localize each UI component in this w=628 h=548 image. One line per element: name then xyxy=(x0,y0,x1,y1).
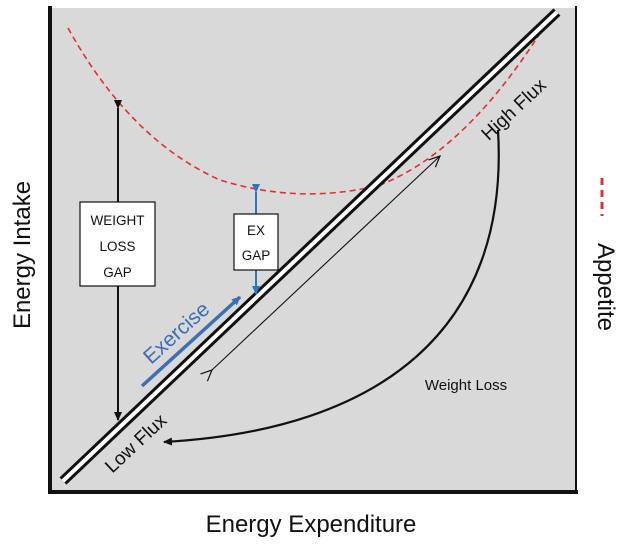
appetite-legend-label: Appetite xyxy=(592,243,619,331)
weight-loss-gap-box xyxy=(79,201,156,287)
weight-loss-gap-line-2: LOSS xyxy=(99,239,135,254)
exercise-arrow xyxy=(140,295,242,388)
x-axis-label: Energy Expenditure xyxy=(206,511,417,538)
appetite-legend: Appetite xyxy=(592,178,619,331)
weight-loss-label: Weight Loss xyxy=(425,377,507,394)
flux-range-arrow xyxy=(200,155,442,382)
weight-loss-gap-line-1: WEIGHT xyxy=(91,213,145,228)
ex-gap-line-1: EX xyxy=(247,223,265,238)
y-axis-label: Energy Intake xyxy=(9,181,36,329)
ex-gap-line-2: GAP xyxy=(242,248,271,263)
weight-loss-arrow xyxy=(163,129,500,446)
weight-loss-gap-line-3: GAP xyxy=(103,265,132,280)
appetite-curve xyxy=(67,13,553,195)
